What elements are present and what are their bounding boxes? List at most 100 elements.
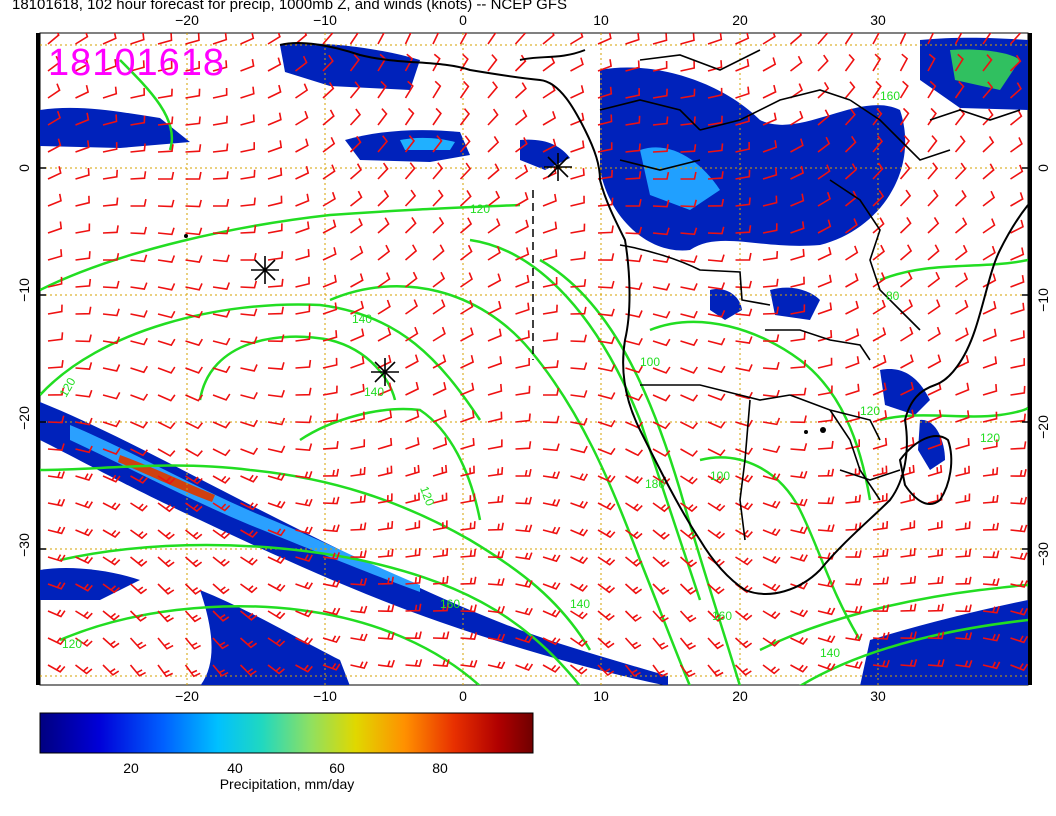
wind-barb — [350, 577, 368, 586]
wind-barb — [212, 115, 228, 126]
wind-barb — [460, 299, 474, 315]
wind-barb — [707, 637, 724, 650]
wind-barb — [900, 326, 914, 342]
wind-barb — [75, 251, 91, 261]
colorbar-tick: 60 — [329, 760, 345, 776]
wind-barb — [899, 189, 912, 207]
wind-barb — [817, 579, 836, 588]
wind-barb — [597, 142, 613, 153]
wind-barb — [432, 244, 445, 261]
wind-barb — [570, 445, 588, 454]
wind-barb — [570, 33, 584, 45]
wind-barb — [872, 327, 887, 342]
wind-barb — [817, 302, 833, 315]
coastline — [899, 435, 953, 505]
wind-barb — [185, 310, 203, 319]
wind-barb — [817, 440, 834, 450]
wind-barb — [927, 548, 944, 558]
wind-barb — [405, 326, 419, 342]
wind-barb — [652, 144, 669, 153]
top-tick: 30 — [870, 12, 886, 28]
wind-barb — [817, 81, 830, 99]
wind-barb — [240, 86, 255, 99]
wind-barb — [735, 141, 751, 153]
wind-barb — [377, 382, 392, 396]
wind-barb — [405, 437, 420, 450]
wind-barb — [515, 219, 529, 234]
wind-barb — [212, 310, 231, 318]
wind-barb — [872, 189, 885, 207]
wind-barb — [487, 81, 499, 99]
wind-barb — [102, 502, 121, 511]
wind-barb — [212, 198, 230, 207]
wind-barb — [542, 193, 557, 207]
wind-barb — [790, 387, 807, 396]
wind-barb — [212, 226, 230, 235]
wind-barb — [735, 252, 752, 261]
wind-barb — [790, 83, 803, 99]
colorbar-tick: 20 — [123, 760, 139, 776]
wind-barb — [790, 664, 808, 673]
wind-barb — [130, 226, 147, 235]
wind-barb — [597, 197, 614, 207]
wind-barb — [542, 111, 557, 126]
wind-barb — [47, 83, 61, 99]
wind-barb — [405, 603, 422, 612]
wind-barb — [570, 637, 588, 648]
wind-barb — [652, 116, 669, 126]
wind-barb — [899, 135, 911, 153]
wind-barb — [322, 607, 341, 616]
wind-barb — [350, 383, 365, 396]
wind-barb — [597, 447, 616, 456]
wind-barb — [404, 53, 414, 72]
wind-barb — [955, 355, 970, 369]
wind-barb — [900, 631, 917, 640]
wind-barb — [432, 80, 442, 99]
wind-barb — [680, 366, 698, 374]
wind-barb — [1010, 663, 1028, 672]
wind-barb — [900, 271, 913, 288]
wind-barb — [405, 354, 419, 369]
wind-barb — [322, 662, 341, 671]
wind-barb — [1010, 441, 1027, 450]
wind-barb — [872, 382, 887, 396]
wind-barb — [707, 282, 726, 290]
colorbar-tick: 40 — [227, 760, 243, 776]
right-tick: −30 — [1035, 542, 1051, 566]
wind-barb — [542, 526, 561, 535]
wind-barb — [900, 575, 917, 585]
wind-barb — [570, 85, 585, 99]
wind-barb — [239, 610, 258, 621]
wind-barb — [597, 502, 616, 511]
wind-barb — [982, 328, 997, 342]
wind-barb — [377, 576, 394, 585]
wind-barb — [212, 337, 231, 346]
wind-barb — [295, 110, 309, 126]
bottom-tick: −20 — [175, 688, 199, 704]
wind-barb — [570, 195, 585, 207]
wind-barb — [130, 254, 148, 263]
wind-barb — [927, 299, 941, 315]
wind-barb — [240, 142, 255, 153]
wind-barb — [762, 610, 781, 620]
asterisk-marker — [544, 153, 572, 181]
wind-barb — [404, 80, 414, 99]
wind-barb — [1010, 580, 1028, 588]
wind-barb — [47, 387, 65, 396]
wind-barb — [240, 447, 259, 455]
wind-barb — [735, 474, 754, 483]
wind-barb — [157, 664, 174, 678]
bottom-tick: 20 — [732, 688, 748, 704]
wind-barb — [405, 575, 422, 585]
wind-barb — [515, 330, 530, 342]
wind-barb — [845, 661, 863, 669]
contour-line — [649, 320, 872, 501]
wind-barb — [487, 522, 504, 531]
wind-barb — [817, 662, 836, 671]
wind-barb — [542, 332, 559, 342]
wind-barb — [322, 274, 337, 288]
wind-barb — [75, 168, 90, 180]
wind-barb — [652, 283, 671, 291]
wind-barb — [955, 244, 968, 261]
wind-barb — [955, 660, 973, 668]
